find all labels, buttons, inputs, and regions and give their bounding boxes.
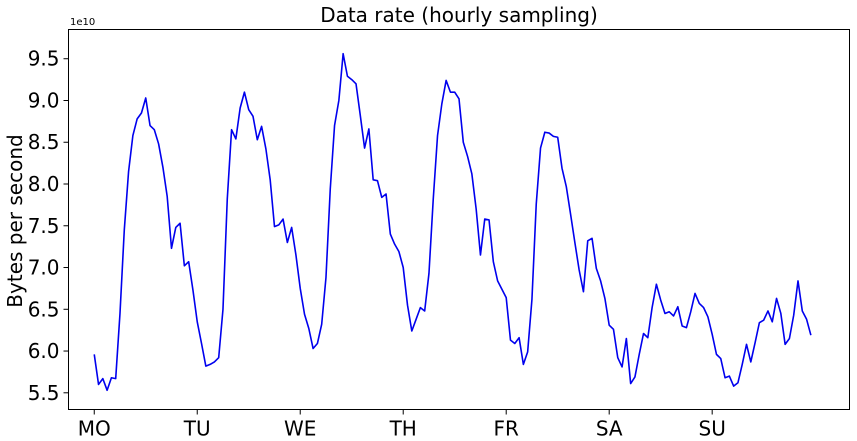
y-tick-label: 6.5 <box>28 297 60 321</box>
plot-area <box>68 29 850 410</box>
y-tick-label: 7.5 <box>28 214 60 238</box>
x-tick-label: WE <box>284 417 316 441</box>
y-axis-label: Bytes per second <box>3 134 27 307</box>
y-tick-label: 8.5 <box>28 130 60 154</box>
y-axis: 5.5 6.0 6.5 7.0 7.5 8.0 8.5 9.0 9.5 <box>28 47 69 405</box>
y-tick-label: 6.0 <box>28 339 60 363</box>
y-axis-offset-label: 1e10 <box>70 17 95 28</box>
data-rate-line <box>93 52 812 392</box>
y-tick-label: 9.5 <box>28 47 60 71</box>
chart-title: Data rate (hourly sampling) <box>320 3 598 27</box>
x-tick-label: MO <box>78 417 111 441</box>
x-tick-label: SA <box>596 417 623 441</box>
x-tick-label: SU <box>699 417 726 441</box>
x-axis: MO TU WE TH FR SA SU <box>78 409 726 441</box>
series-layer <box>93 52 812 392</box>
y-tick-label: 5.5 <box>28 381 60 405</box>
x-tick-label: FR <box>494 417 520 441</box>
y-tick-label: 9.0 <box>28 88 60 112</box>
x-tick-label: TH <box>389 417 417 441</box>
x-tick-label: TU <box>183 417 211 441</box>
y-tick-label: 8.0 <box>28 172 60 196</box>
y-tick-label: 7.0 <box>28 256 60 280</box>
